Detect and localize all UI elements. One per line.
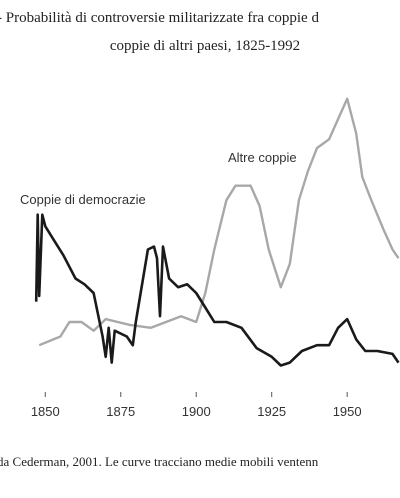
x-tick-label: 1850 [31, 404, 60, 419]
chart-title: - Probabilità di controversie militarizz… [0, 10, 319, 26]
x-tick-label: 1950 [333, 404, 362, 419]
series-line [34, 213, 400, 367]
caption: da Cederman, 2001. Le curve tracciano me… [0, 454, 319, 469]
series-label: Coppie di democrazie [20, 192, 146, 207]
chart-subtitle: coppie di altri paesi, 1825-1992 [110, 38, 300, 54]
x-tick-label: 1900 [182, 404, 211, 419]
x-tick-label: 1875 [106, 404, 135, 419]
series-line [38, 97, 400, 347]
series-label: Altre coppie [228, 150, 297, 165]
x-tick-label: 1925 [257, 404, 286, 419]
